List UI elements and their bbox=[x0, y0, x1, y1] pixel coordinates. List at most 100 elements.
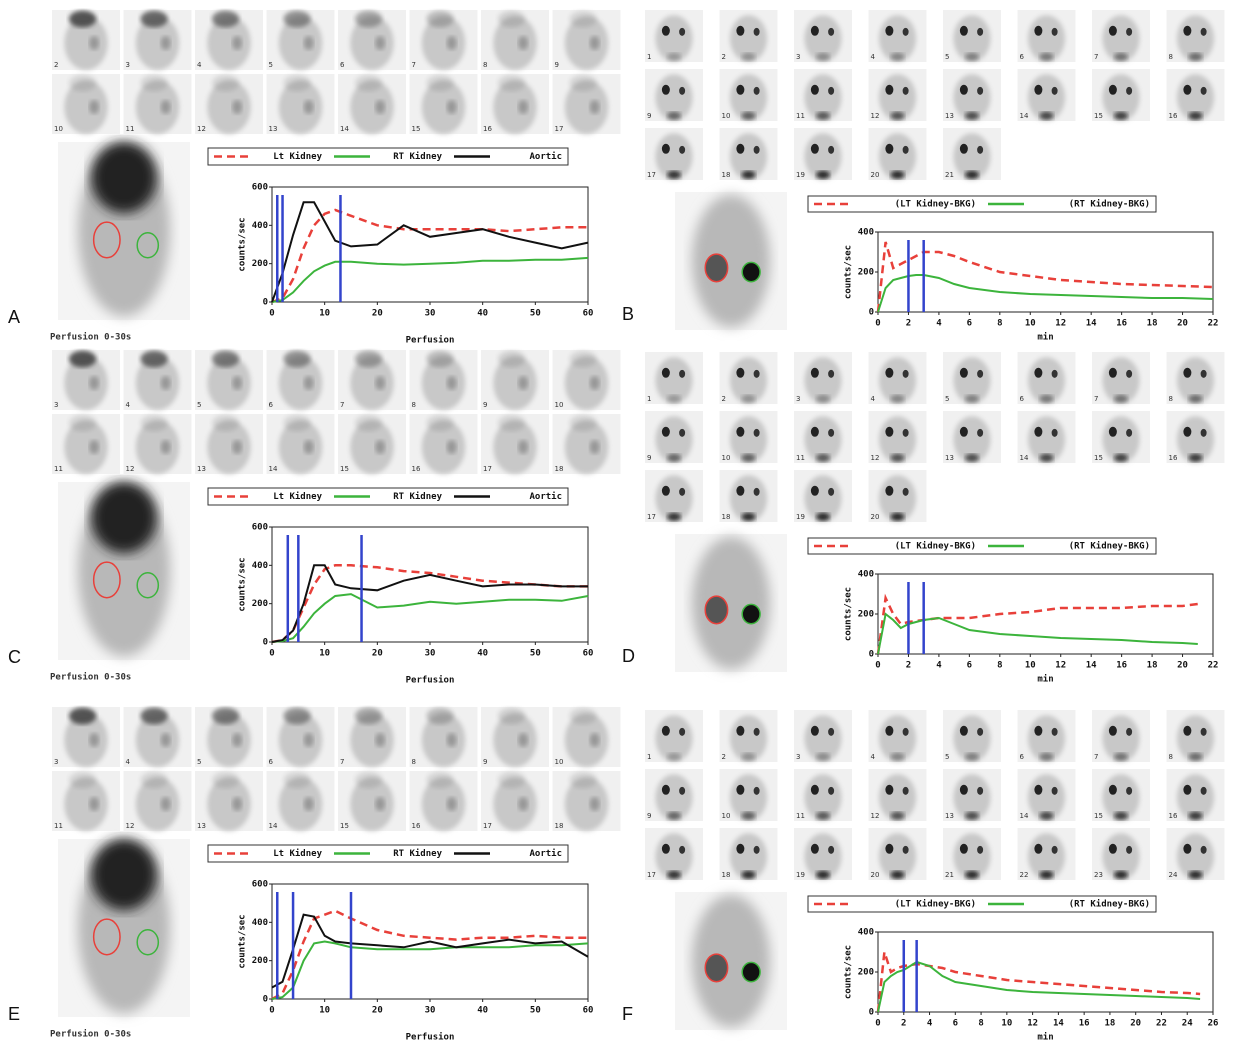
scan-frame: 4 bbox=[123, 350, 192, 410]
roi-left bbox=[92, 221, 121, 259]
frame-label: 9 bbox=[483, 758, 487, 766]
frame-label: 12 bbox=[871, 812, 880, 820]
scan-frame: 11 bbox=[52, 414, 120, 474]
legend-box bbox=[807, 537, 1157, 555]
frame-kidney bbox=[589, 797, 600, 811]
frame-kidney bbox=[1034, 843, 1043, 854]
scan-frame: 9 bbox=[552, 10, 621, 70]
x-tick-label: 12 bbox=[1055, 661, 1066, 671]
scan-frame: 14 bbox=[266, 414, 335, 474]
series-line bbox=[877, 274, 1214, 313]
frame-label: 24 bbox=[1169, 871, 1178, 879]
x-tick-label: 30 bbox=[425, 309, 436, 319]
series-line bbox=[271, 940, 589, 1000]
scan-frame: 3 bbox=[794, 710, 852, 762]
frame-kidney bbox=[446, 36, 457, 50]
frame-kidney bbox=[736, 725, 745, 736]
x-tick-label: 10 bbox=[319, 1006, 330, 1016]
frame-kidney bbox=[810, 426, 819, 437]
frame-label: 16 bbox=[412, 465, 421, 473]
frame-heart bbox=[140, 771, 168, 789]
frame-body bbox=[350, 16, 394, 70]
frame-label: 18 bbox=[722, 171, 731, 179]
frame-heart bbox=[283, 414, 311, 432]
scan-frame: 2 bbox=[719, 352, 778, 404]
frame-heart bbox=[569, 707, 597, 725]
frame-body bbox=[207, 356, 251, 410]
legend-label: RT Kidney bbox=[393, 848, 442, 859]
frame-label: 10 bbox=[722, 812, 731, 820]
scan-frame: 11 bbox=[794, 69, 852, 121]
frame-kidney bbox=[1108, 367, 1117, 378]
frame-bladder bbox=[667, 512, 681, 521]
frame-label: 11 bbox=[126, 125, 135, 133]
frame-body bbox=[493, 420, 537, 474]
scan-frame: 15 bbox=[1092, 769, 1150, 821]
x-tick-label: 0 bbox=[875, 1019, 880, 1029]
scan-frame: 23 bbox=[1092, 828, 1150, 880]
frame-heart bbox=[283, 74, 311, 92]
frame-kidney bbox=[518, 376, 529, 390]
frame-kidney bbox=[885, 84, 894, 95]
frame-heart bbox=[355, 771, 383, 789]
frame-body bbox=[207, 420, 251, 474]
frame-kidney bbox=[885, 843, 894, 854]
frame-label: 8 bbox=[1169, 395, 1173, 403]
frame-kidney bbox=[736, 25, 745, 36]
scan-frame: 5 bbox=[266, 10, 335, 70]
frame-kidney bbox=[375, 733, 386, 747]
summary-body bbox=[691, 894, 771, 1028]
frame-heart bbox=[498, 10, 526, 28]
y-tick-label: 600 bbox=[252, 523, 268, 533]
scan-frame: 7 bbox=[338, 350, 406, 410]
frame-label: 14 bbox=[269, 465, 278, 473]
frame-label: 10 bbox=[722, 454, 731, 462]
y-tick-label: 600 bbox=[252, 880, 268, 890]
plot-frame bbox=[271, 186, 589, 303]
scan-frame: 14 bbox=[338, 74, 406, 134]
frame-kidney bbox=[661, 25, 670, 36]
scan-frame: 2 bbox=[719, 710, 778, 762]
frame-body bbox=[64, 713, 108, 767]
frame-bladder bbox=[1188, 394, 1203, 403]
x-tick-label: 40 bbox=[477, 1006, 488, 1016]
frame-heart bbox=[212, 414, 240, 432]
frame-label: 5 bbox=[197, 401, 201, 409]
scan-frame: 7 bbox=[409, 10, 478, 70]
frame-body bbox=[493, 80, 537, 134]
roi-left bbox=[704, 595, 729, 625]
frame-kidney bbox=[679, 86, 686, 95]
frame-label: 10 bbox=[54, 125, 63, 133]
frame-bladder bbox=[890, 811, 905, 820]
scan-frame: 8 bbox=[1166, 710, 1225, 762]
frame-bladder bbox=[816, 111, 830, 120]
frame-body bbox=[278, 713, 323, 767]
plot-frame bbox=[877, 231, 1214, 313]
frame-kidney bbox=[589, 440, 600, 454]
frame-heart bbox=[140, 350, 168, 368]
frame-kidney bbox=[828, 786, 835, 795]
scan-frame: 17 bbox=[645, 470, 703, 522]
frame-kidney bbox=[1108, 84, 1117, 95]
frame-label: 16 bbox=[1169, 812, 1178, 820]
scan-frame: 4 bbox=[195, 10, 263, 70]
scan-frame: 2 bbox=[719, 10, 778, 63]
x-tick-label: 2 bbox=[906, 319, 911, 329]
scan-frame: 9 bbox=[645, 69, 703, 121]
frame-bladder bbox=[1114, 870, 1128, 879]
y-tick-label: 400 bbox=[858, 228, 874, 238]
legend-label: (LT Kidney-BKG) bbox=[895, 541, 976, 552]
frame-kidney bbox=[89, 100, 100, 114]
frame-kidney bbox=[679, 145, 686, 154]
frame-kidney bbox=[518, 100, 529, 114]
frame-kidney bbox=[1108, 25, 1117, 36]
frame-heart bbox=[355, 10, 383, 28]
scan-frame: 10 bbox=[552, 350, 621, 410]
frame-kidney bbox=[679, 845, 686, 854]
frame-label: 4 bbox=[871, 395, 876, 403]
frame-bladder bbox=[965, 170, 979, 179]
frame-label: 14 bbox=[340, 125, 349, 133]
frame-kidney bbox=[902, 369, 909, 378]
frame-body bbox=[64, 777, 108, 831]
